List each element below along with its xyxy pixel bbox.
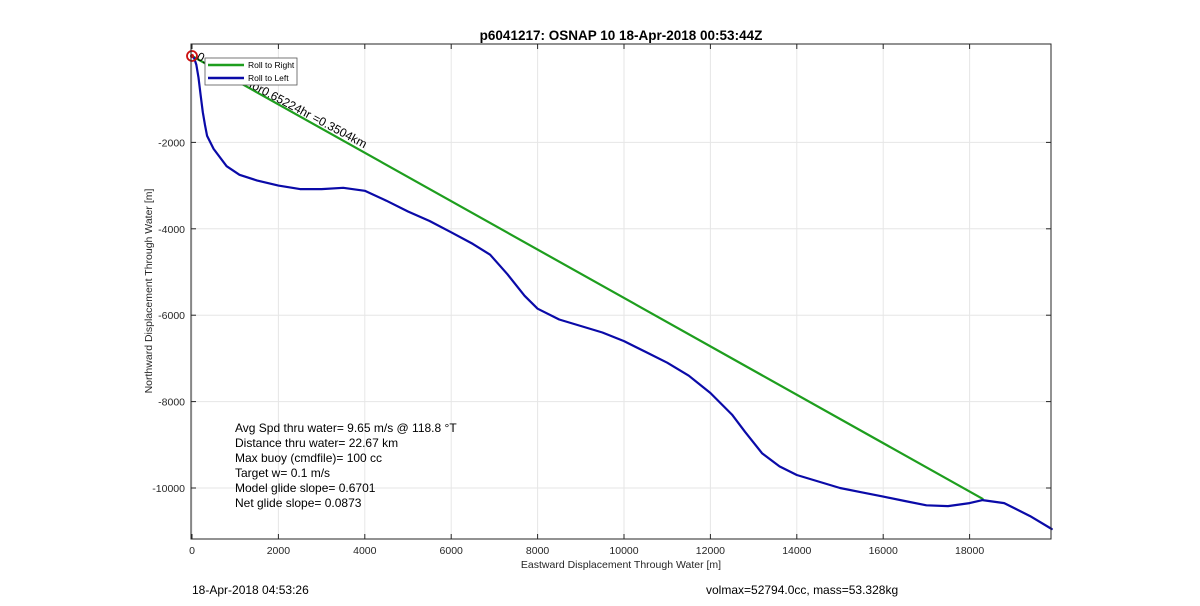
annotation-max-buoy: Max buoy (cmdfile)= 100 cc: [235, 451, 382, 465]
y-tick-label: -6000: [158, 310, 185, 322]
legend-entry-roll-left: Roll to Left: [248, 73, 289, 83]
x-tick-label: 8000: [526, 545, 550, 557]
grid-lines: [191, 44, 1051, 539]
y-axis-label: Northward Displacement Through Water [m]: [143, 189, 155, 394]
x-tick-label: 2000: [267, 545, 291, 557]
start-marker: [186, 50, 198, 62]
x-tick-label: 16000: [869, 545, 898, 557]
annotation-block: Avg Spd thru water= 9.65 m/s @ 118.8 °T …: [235, 421, 457, 510]
chart-title: p6041217: OSNAP 10 18-Apr-2018 00:53:44Z: [480, 28, 763, 43]
y-tick-label: -10000: [152, 483, 185, 495]
y-tick-label: -2000: [158, 137, 185, 149]
y-tick-label: -4000: [158, 224, 185, 236]
x-axis-label: Eastward Displacement Through Water [m]: [521, 559, 721, 571]
footer-timestamp: 18-Apr-2018 04:53:26: [192, 583, 309, 597]
legend-box: [204, 57, 298, 86]
series-line-roll-right: [190, 54, 984, 500]
annotation-model-glide: Model glide slope= 0.6701: [235, 481, 376, 495]
plot-frame: [190, 43, 1052, 540]
legend: Roll to Right Roll to Left: [204, 57, 298, 86]
annotation-target-w: Target w= 0.1 m/s: [235, 466, 330, 480]
x-tick-label: 6000: [440, 545, 464, 557]
legend-entry-roll-right: Roll to Right: [248, 60, 295, 70]
x-tick-label: 14000: [782, 545, 811, 557]
series-layer: [186, 50, 1053, 531]
x-tick-label: 18000: [955, 545, 984, 557]
x-tick-label: 10000: [609, 545, 638, 557]
axis-ticks: 0 2000 4000 6000 8000 10000 12000 14000 16000 180…: [152, 44, 1051, 557]
x-tick-label: 4000: [353, 545, 377, 557]
series-line-roll-left: [190, 54, 1053, 531]
y-tick-label: -8000: [158, 397, 185, 409]
x-tick-label: 0: [189, 545, 195, 557]
x-tick-label: 12000: [696, 545, 725, 557]
footer-volmax-mass: volmax=52794.0cc, mass=53.328kg: [706, 583, 898, 597]
annotation-avg-speed: Avg Spd thru water= 9.65 m/s @ 118.8 °T: [235, 421, 457, 435]
annotation-net-glide: Net glide slope= 0.0873: [235, 496, 362, 510]
annotation-distance: Distance thru water= 22.67 km: [235, 436, 398, 450]
